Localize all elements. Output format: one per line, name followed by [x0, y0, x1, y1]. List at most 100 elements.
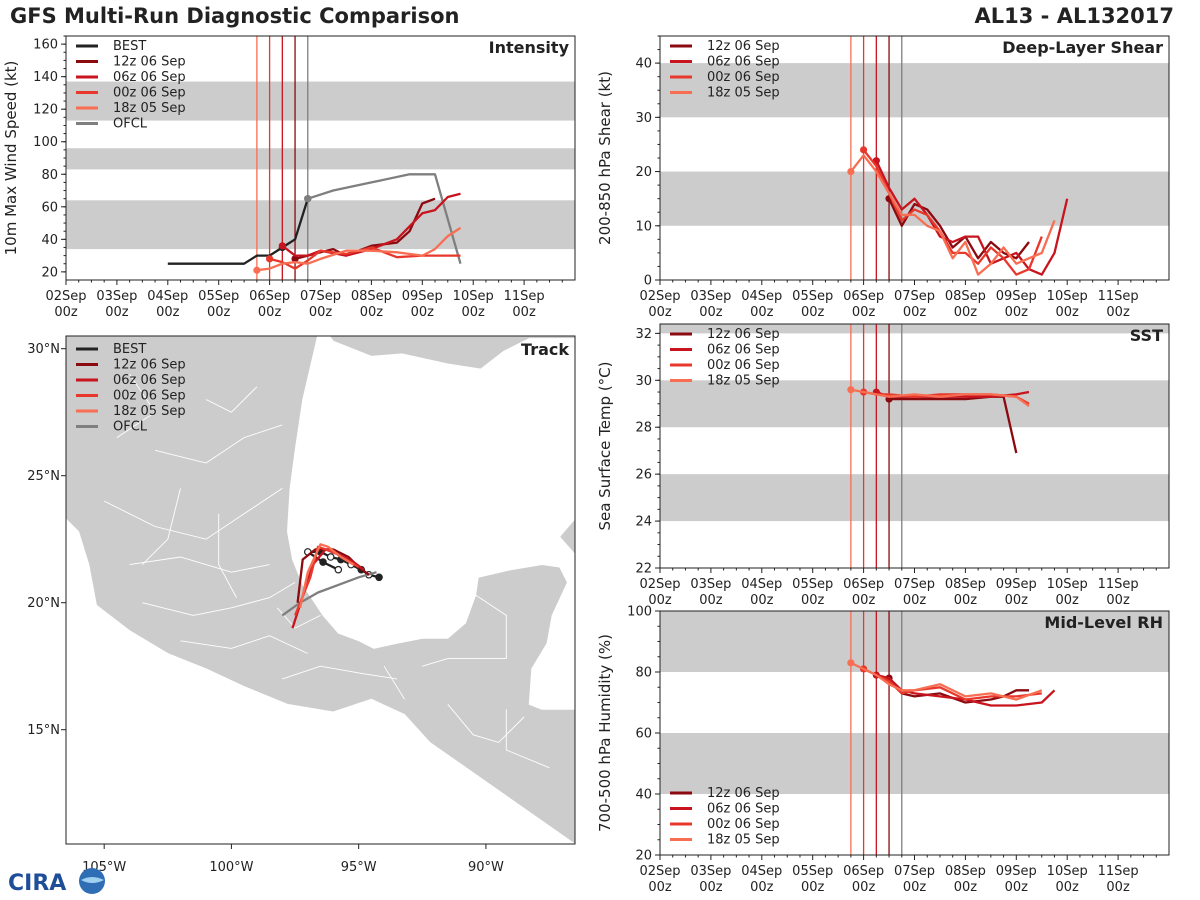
- shear-x-tick-label: 06Sep: [843, 289, 884, 304]
- intensity-series-best: [167, 198, 309, 265]
- rh-y-axis-label: 700-500 hPa Humidity (%): [596, 634, 614, 832]
- sst-x-tick-label: 09Sep: [996, 577, 1037, 592]
- intensity-y-tick-label: 160: [33, 38, 58, 53]
- track-point-best: [375, 573, 383, 582]
- rh-x-tick-label: 00z: [699, 880, 723, 895]
- rh-x-tick-label: 06Sep: [843, 864, 884, 879]
- intensity-threshold-band: [66, 200, 575, 250]
- map-border-line: [447, 704, 525, 743]
- shear-x-tick-label: 00z: [699, 305, 723, 320]
- intensity-x-tick-label: 00z: [258, 305, 282, 320]
- intensity-y-tick-label: 20: [41, 265, 58, 280]
- intensity-x-tick-label: 00z: [54, 305, 78, 320]
- sst-series-run_18z: [850, 388, 1030, 408]
- shear-x-tick-label: 00z: [750, 305, 774, 320]
- track-y-tick-label: 30°N: [27, 342, 60, 357]
- intensity-x-tick-label: 06Sep: [249, 289, 290, 304]
- map-border-line: [383, 665, 405, 700]
- sst-x-tick-label: 00z: [648, 593, 672, 608]
- sst-x-tick-label: 05Sep: [792, 577, 833, 592]
- sst-x-tick-label: 00z: [801, 593, 825, 608]
- intensity-x-tick-label: 11Sep: [504, 289, 545, 304]
- sst-x-tick-label: 04Sep: [741, 577, 782, 592]
- intensity-x-tick-label: 00z: [360, 305, 384, 320]
- sst-title: SST: [1130, 326, 1163, 345]
- rh-y-tick-label: 60: [635, 727, 652, 742]
- map-border-line: [154, 424, 283, 464]
- track-point-best: [334, 565, 343, 574]
- sst-y-tick-label: 22: [635, 562, 652, 577]
- shear-x-tick-label: 05Sep: [792, 289, 833, 304]
- intensity-series-run_06z: [281, 192, 461, 257]
- rh-panel: 2040608010002Sep00z03Sep00z04Sep00z05Sep…: [596, 605, 1170, 895]
- intensity-x-tick-label: 08Sep: [351, 289, 392, 304]
- map-border-line: [218, 513, 237, 598]
- intensity-point-run_00z: [266, 255, 274, 263]
- intensity-x-tick-label: 05Sep: [198, 289, 239, 304]
- sst-threshold-band: [660, 324, 1169, 334]
- map-border-line: [205, 386, 258, 413]
- map-border-line: [475, 594, 507, 659]
- track-point-best: [326, 553, 335, 561]
- shear-legend-label: 12z 06 Sep: [707, 39, 780, 54]
- intensity-y-tick-label: 140: [33, 70, 58, 85]
- track-legend-label: 12z 06 Sep: [113, 358, 186, 373]
- shear-x-tick-label: 04Sep: [741, 289, 782, 304]
- land-cuba-tip: [559, 518, 575, 556]
- intensity-legend-label: 06z 06 Sep: [113, 70, 186, 85]
- map-border-line: [142, 582, 296, 616]
- logo-text: CIRA: [8, 871, 66, 896]
- rh-y-tick-label: 80: [635, 666, 652, 681]
- sst-y-tick-label: 28: [635, 421, 652, 436]
- shear-panel: 01020304002Sep00z03Sep00z04Sep00z05Sep00…: [596, 35, 1170, 320]
- shear-x-tick-label: 09Sep: [996, 289, 1037, 304]
- intensity-y-tick-label: 60: [41, 200, 58, 215]
- intensity-x-tick-label: 00z: [156, 305, 180, 320]
- intensity-x-tick-label: 00z: [309, 305, 333, 320]
- shear-series-run_06z: [875, 160, 1069, 276]
- shear-y-axis-label: 200-850 hPa Shear (kt): [596, 71, 614, 245]
- cira-logo: CIRA: [8, 868, 105, 896]
- rh-x-tick-label: 00z: [852, 880, 876, 895]
- rh-x-tick-label: 08Sep: [945, 864, 986, 879]
- sst-y-tick-label: 32: [635, 327, 652, 342]
- sst-x-tick-label: 00z: [852, 593, 876, 608]
- shear-legend-label: 00z 06 Sep: [707, 70, 780, 85]
- track-y-tick-label: 25°N: [27, 469, 60, 484]
- map-border-line: [129, 556, 270, 573]
- intensity-x-tick-label: 10Sep: [453, 289, 494, 304]
- rh-x-tick-label: 00z: [1106, 880, 1130, 895]
- rh-point-run_18z: [847, 659, 855, 667]
- shear-x-tick-label: 00z: [1005, 305, 1029, 320]
- intensity-legend-label: 12z 06 Sep: [113, 55, 186, 70]
- shear-threshold-band: [660, 63, 1169, 118]
- rh-x-tick-label: 05Sep: [792, 864, 833, 879]
- map-border-line: [103, 488, 283, 540]
- shear-plot-area: [660, 36, 1169, 280]
- sst-x-tick-label: 00z: [699, 593, 723, 608]
- sst-y-tick-label: 26: [635, 468, 652, 483]
- rh-legend-label: 00z 06 Sep: [707, 817, 780, 832]
- rh-threshold-band: [660, 611, 1169, 672]
- shear-title: Deep-Layer Shear: [1002, 38, 1163, 57]
- shear-x-tick-label: 00z: [801, 305, 825, 320]
- shear-series-run_12z: [887, 198, 1030, 260]
- rh-x-tick-label: 00z: [1005, 880, 1029, 895]
- track-legend-label: 18z 05 Sep: [113, 404, 186, 419]
- shear-x-tick-label: 00z: [852, 305, 876, 320]
- intensity-x-tick-label: 04Sep: [147, 289, 188, 304]
- sst-point-run_18z: [847, 386, 855, 394]
- shear-x-tick-label: 00z: [903, 305, 927, 320]
- track-legend-label: BEST: [113, 342, 146, 357]
- intensity-x-tick-label: 00z: [462, 305, 486, 320]
- intensity-x-tick-label: 00z: [105, 305, 129, 320]
- track-point-best: [319, 558, 327, 566]
- track-series-run_18z: [298, 543, 355, 609]
- rh-legend-label: 18z 05 Sep: [707, 833, 780, 848]
- sst-x-tick-label: 00z: [750, 593, 774, 608]
- globe-swirl-icon: [81, 877, 104, 883]
- sst-y-tick-label: 30: [635, 374, 652, 389]
- intensity-legend-label: 00z 06 Sep: [113, 86, 186, 101]
- rh-series-run_18z: [850, 661, 1043, 701]
- rh-x-tick-label: 02Sep: [639, 864, 680, 879]
